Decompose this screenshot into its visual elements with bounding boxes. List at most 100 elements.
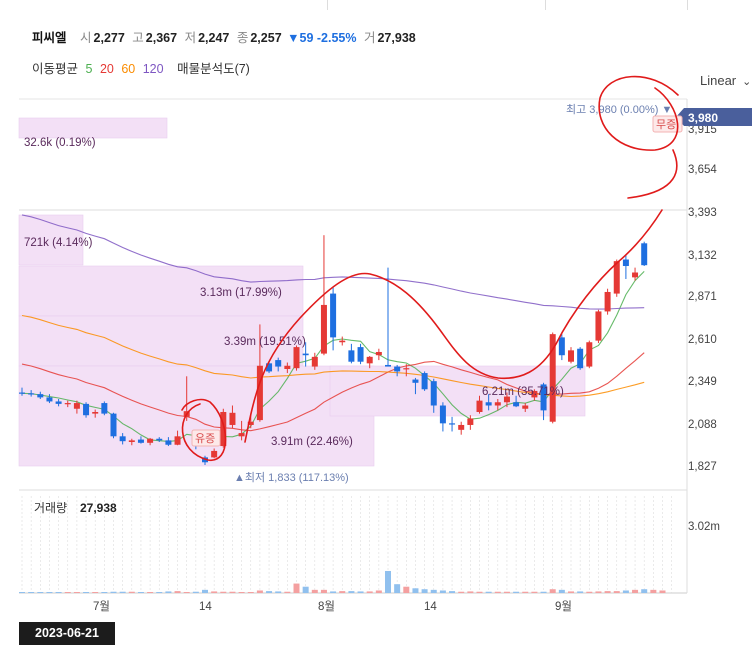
indicator-legend[interactable]: 이동평균 5 20 60 120 매물분석도(7)	[32, 58, 254, 77]
candle-body	[531, 390, 538, 398]
candle-body	[55, 401, 62, 404]
ma-20: 20	[99, 62, 114, 76]
candle-body	[28, 393, 35, 395]
candle-body	[622, 259, 629, 267]
moving-average-lines	[21, 214, 645, 442]
unchanged-badge	[652, 115, 683, 133]
volume-bar	[247, 592, 254, 593]
volume-bar	[632, 589, 639, 593]
volume-bar	[531, 591, 538, 593]
volume-bar	[183, 592, 190, 593]
change-value: ▼59 -2.55%	[287, 31, 357, 45]
volume-bar	[467, 591, 474, 593]
rights-offering-badge-text: 유증	[195, 432, 215, 445]
candle-body	[366, 356, 373, 364]
ma-120-line	[21, 214, 645, 310]
profile-label: 3.39m (19.51%)	[224, 336, 306, 348]
selected-date: 2023-06-21	[19, 622, 115, 645]
price-tick: 2,088	[688, 419, 717, 431]
candle-body	[101, 403, 108, 414]
profile-label: 32.6k (0.19%)	[24, 137, 96, 149]
candle-body	[284, 365, 291, 370]
volume-bar	[92, 592, 99, 593]
volume-bar	[421, 589, 428, 593]
unchanged-badge-text: 무증	[656, 119, 676, 131]
volume-bar	[28, 592, 35, 593]
volume-bar	[568, 591, 574, 593]
current-price-tag	[676, 108, 752, 126]
volume-bar	[238, 592, 245, 593]
candle-body	[394, 366, 401, 372]
chevron-down-icon: ⌄	[742, 76, 752, 88]
x-tick: 8월	[318, 600, 335, 613]
candle-body	[229, 412, 236, 425]
profile-band	[18, 117, 168, 139]
candle-body	[513, 402, 520, 407]
volume-bar	[339, 591, 346, 593]
candle-body	[110, 413, 117, 437]
profile-band	[18, 365, 375, 467]
candle-body	[165, 440, 172, 445]
candle-body	[247, 421, 254, 425]
volume-bar	[266, 591, 273, 593]
volume-bar	[439, 590, 446, 593]
volume-bar	[220, 591, 227, 593]
candle-body	[220, 411, 227, 447]
profile-band	[18, 265, 304, 317]
volume-bar	[110, 591, 117, 593]
moving-average-label[interactable]: 이동평균	[32, 62, 79, 76]
volume-panel-value: 27,938	[80, 501, 117, 515]
grid-tick	[327, 0, 328, 10]
scale-label: Linear	[700, 73, 737, 88]
profile-band	[18, 315, 304, 367]
volume-bar	[83, 592, 90, 593]
candles	[19, 235, 648, 466]
volume-bar	[622, 590, 629, 593]
stock-header: 피씨엘 시 2,277 고 2,367 저 2,247 종 2,257 ▼59 -2.5…	[32, 27, 416, 46]
candle-body	[476, 400, 483, 412]
candle-body	[449, 423, 456, 425]
volume-bar	[119, 591, 126, 593]
low-label: 저	[184, 31, 197, 45]
scale-dropdown[interactable]: Linear ⌄	[700, 73, 751, 88]
price-tick: 2,349	[688, 376, 717, 388]
candle-body	[348, 350, 355, 362]
price-tick: 3,654	[688, 164, 717, 176]
volume-bar	[320, 589, 327, 593]
rights-offering-badge	[191, 429, 221, 447]
candle-body	[494, 402, 501, 406]
volume-bar	[430, 589, 437, 593]
candle-body	[137, 439, 144, 443]
volume-profile-label[interactable]: 매물분석도(7)	[177, 62, 250, 76]
candle-body	[403, 368, 410, 370]
volume-bar	[385, 570, 391, 593]
volume-bar	[659, 590, 666, 593]
candle-body	[156, 438, 163, 441]
volume-bar	[211, 591, 218, 593]
ma-5: 5	[85, 62, 93, 76]
ma-120: 120	[142, 62, 164, 76]
volume-bar	[192, 591, 199, 593]
candle-body	[458, 424, 465, 430]
hand-drawn-annotation	[181, 75, 679, 461]
volume-bar	[595, 591, 602, 593]
stock-name: 피씨엘	[32, 31, 67, 45]
volume-bar	[128, 591, 135, 593]
grid-tick	[687, 0, 688, 10]
volume-bar	[19, 592, 25, 593]
price-tick: 2,610	[688, 334, 717, 346]
candle-body	[385, 364, 391, 367]
volume-bar	[156, 592, 163, 593]
volume-bar	[485, 591, 492, 593]
candle-body	[46, 397, 53, 402]
candle-body	[540, 384, 547, 411]
profile-label: 721k (4.14%)	[24, 237, 93, 249]
candle-body	[339, 340, 346, 343]
annotation-circle-low	[181, 398, 227, 461]
volume-bar	[37, 592, 44, 593]
profile-label: 6.21m (35.71%)	[482, 386, 564, 398]
volume-bar	[55, 592, 62, 593]
volume-bar	[540, 591, 547, 593]
candle-body	[293, 347, 300, 369]
